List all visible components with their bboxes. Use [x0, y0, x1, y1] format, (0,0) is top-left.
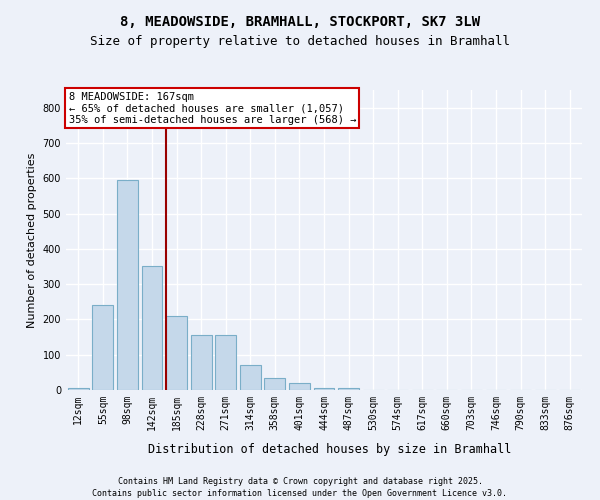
Bar	[215, 336, 236, 390]
Bar	[68, 388, 89, 390]
Bar	[314, 388, 334, 390]
Bar	[142, 266, 163, 390]
Bar	[166, 316, 187, 390]
Bar	[240, 366, 261, 390]
Bar	[338, 388, 359, 390]
Bar	[191, 336, 212, 390]
Bar	[289, 383, 310, 390]
Text: Contains public sector information licensed under the Open Government Licence v3: Contains public sector information licen…	[92, 489, 508, 498]
Text: Distribution of detached houses by size in Bramhall: Distribution of detached houses by size …	[148, 442, 512, 456]
Text: 8, MEADOWSIDE, BRAMHALL, STOCKPORT, SK7 3LW: 8, MEADOWSIDE, BRAMHALL, STOCKPORT, SK7 …	[120, 15, 480, 29]
Bar	[117, 180, 138, 390]
Bar	[92, 306, 113, 390]
Text: Contains HM Land Registry data © Crown copyright and database right 2025.: Contains HM Land Registry data © Crown c…	[118, 478, 482, 486]
Text: 8 MEADOWSIDE: 167sqm
← 65% of detached houses are smaller (1,057)
35% of semi-de: 8 MEADOWSIDE: 167sqm ← 65% of detached h…	[68, 92, 356, 124]
Text: Size of property relative to detached houses in Bramhall: Size of property relative to detached ho…	[90, 35, 510, 48]
Y-axis label: Number of detached properties: Number of detached properties	[27, 152, 37, 328]
Bar	[265, 378, 286, 390]
